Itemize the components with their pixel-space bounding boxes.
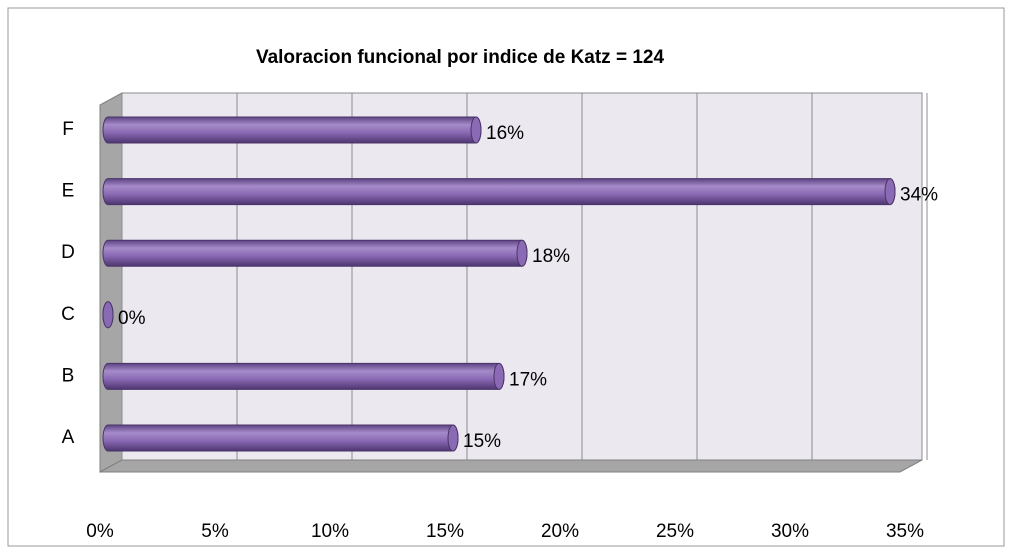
bar-cap	[447, 424, 459, 452]
data-label: 16%	[486, 123, 524, 144]
x-tick-label: 30%	[771, 521, 809, 542]
bar-cap	[493, 362, 505, 390]
x-tick-label: 15%	[426, 521, 464, 542]
chart-title: Valoracion funcional por indice de Katz …	[256, 47, 665, 68]
x-tick-label: 25%	[656, 521, 694, 542]
bar-cap	[470, 116, 482, 144]
bar-cap	[516, 239, 528, 267]
bar	[102, 362, 505, 390]
data-label: 18%	[532, 246, 570, 267]
x-tick-label: 10%	[311, 521, 349, 542]
bar-cap	[102, 301, 114, 329]
y-tick-label: F	[62, 119, 74, 140]
x-tick-label: 5%	[201, 521, 229, 542]
bar	[102, 424, 459, 452]
data-label: 15%	[463, 431, 501, 452]
x-tick-label: 0%	[86, 521, 114, 542]
y-tick-label: D	[61, 242, 75, 263]
data-label: 17%	[509, 369, 547, 390]
data-label: 34%	[900, 185, 938, 206]
bar	[102, 239, 528, 267]
bar-cap	[884, 178, 896, 206]
x-tick-label: 35%	[886, 521, 924, 542]
y-tick-label: B	[62, 365, 75, 386]
side-wall	[99, 92, 123, 473]
y-tick-label: C	[61, 304, 75, 325]
floor	[99, 459, 923, 473]
back-wall	[121, 92, 923, 461]
data-label: 0%	[118, 308, 146, 329]
x-tick-label: 20%	[541, 521, 579, 542]
y-tick-label: E	[62, 181, 75, 202]
y-tick-label: A	[62, 427, 75, 448]
bar	[102, 116, 482, 144]
bar	[102, 178, 896, 206]
